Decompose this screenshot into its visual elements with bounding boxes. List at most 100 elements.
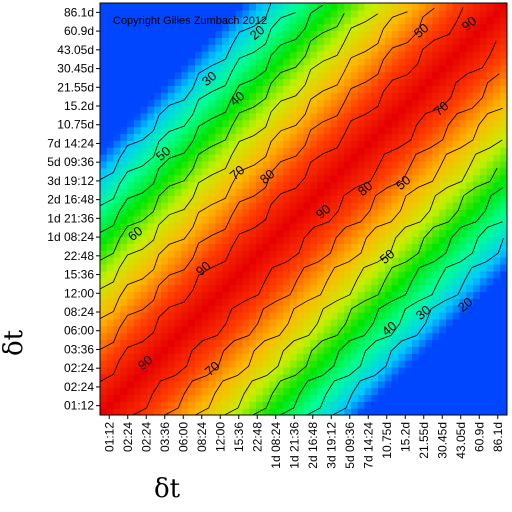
heatmap-cell	[493, 64, 501, 73]
heatmap-cell	[418, 51, 427, 59]
heatmap-cell	[486, 215, 495, 224]
heatmap-cell	[466, 305, 474, 313]
heatmap-cell	[120, 126, 128, 135]
heatmap-cell	[479, 92, 488, 100]
heatmap-cell	[222, 394, 230, 402]
heatmap-cell	[398, 353, 406, 361]
heatmap-cell	[154, 250, 162, 258]
heatmap-cell	[378, 346, 386, 354]
heatmap-cell	[344, 339, 352, 347]
heatmap-cell	[364, 332, 372, 341]
heatmap-cell	[228, 209, 237, 217]
heatmap-cell	[317, 394, 325, 402]
heatmap-cell	[113, 92, 121, 100]
heatmap-cell	[235, 229, 244, 238]
heatmap-cell	[459, 346, 467, 354]
heatmap-cell	[262, 51, 271, 59]
heatmap-cell	[371, 353, 379, 361]
heatmap-cell	[120, 312, 128, 320]
heatmap-cell	[493, 154, 501, 162]
heatmap-cell	[405, 119, 413, 128]
heatmap-cell	[371, 133, 379, 141]
heatmap-cell	[276, 174, 284, 183]
contour-line-80	[100, 7, 435, 350]
heatmap-cell	[466, 112, 474, 121]
heatmap-cell	[194, 174, 203, 183]
heatmap-cell	[120, 291, 128, 299]
heatmap-cell	[249, 291, 257, 299]
heatmap-cell	[222, 3, 230, 11]
heatmap-cell	[418, 16, 427, 25]
heatmap-cell	[113, 174, 121, 183]
heatmap-cell	[235, 181, 244, 189]
heatmap-cell	[289, 332, 298, 341]
heatmap-cell	[181, 106, 189, 114]
heatmap-cell	[228, 394, 237, 402]
heatmap-cell	[479, 71, 488, 80]
heatmap-cell	[378, 174, 386, 183]
heatmap-cell	[398, 147, 406, 155]
heatmap-cell	[445, 318, 454, 327]
heatmap-cell	[127, 277, 135, 286]
heatmap-cell	[459, 360, 467, 368]
heatmap-cell	[120, 229, 128, 238]
heatmap-cell	[133, 222, 142, 231]
heatmap-cell	[140, 30, 149, 38]
heatmap-cell	[174, 57, 182, 66]
heatmap-cell	[398, 360, 406, 368]
heatmap-cell	[371, 3, 379, 11]
heatmap-cell	[133, 215, 142, 224]
heatmap-cell	[357, 318, 366, 327]
heatmap-cell	[133, 112, 142, 121]
heatmap-cell	[364, 78, 372, 86]
heatmap-cell	[120, 181, 128, 189]
heatmap-cell	[167, 133, 176, 141]
heatmap-cell	[235, 394, 244, 402]
heatmap-cell	[493, 140, 501, 148]
heatmap-cell	[127, 16, 135, 25]
heatmap-cell	[289, 23, 298, 32]
heatmap-cell	[228, 236, 237, 244]
heatmap-cell	[201, 126, 210, 135]
heatmap-cell	[418, 174, 427, 183]
heatmap-cell	[194, 318, 203, 327]
x-tick-label: 10.75d	[380, 422, 394, 459]
heatmap-cell	[378, 3, 386, 11]
heatmap-cell	[425, 9, 433, 18]
heatmap-cell	[418, 57, 427, 66]
heatmap-cell	[317, 23, 325, 32]
heatmap-cell	[493, 408, 501, 415]
heatmap-cell	[106, 9, 115, 18]
heatmap-cell	[500, 305, 507, 313]
heatmap-cell	[256, 332, 264, 341]
heatmap-cell	[473, 119, 481, 128]
heatmap-cell	[391, 387, 400, 395]
heatmap-cell	[208, 119, 216, 128]
heatmap-cell	[188, 92, 196, 100]
heatmap-cell	[276, 37, 284, 45]
heatmap-cell	[317, 243, 325, 251]
heatmap-cell	[249, 353, 257, 361]
heatmap-cell	[479, 181, 488, 189]
heatmap-cell	[242, 160, 250, 169]
heatmap-cell	[330, 380, 339, 389]
heatmap-cell	[371, 236, 379, 244]
heatmap-cell	[398, 305, 406, 313]
heatmap-cell	[473, 78, 481, 86]
heatmap-cell	[296, 202, 305, 210]
heatmap-cell	[289, 133, 298, 141]
heatmap-cell	[235, 257, 244, 265]
heatmap-cell	[317, 126, 325, 135]
heatmap-cell	[412, 243, 420, 251]
heatmap-cell	[256, 37, 264, 45]
heatmap-cell	[283, 277, 291, 286]
heatmap-cell	[161, 250, 169, 258]
heatmap-cell	[412, 257, 420, 265]
heatmap-cell	[161, 291, 169, 299]
heatmap-cell	[235, 353, 244, 361]
heatmap-cell	[432, 408, 440, 415]
heatmap-cell	[493, 57, 501, 66]
heatmap-cell	[317, 250, 325, 258]
heatmap-cell	[398, 30, 406, 38]
heatmap-cell	[127, 9, 135, 18]
